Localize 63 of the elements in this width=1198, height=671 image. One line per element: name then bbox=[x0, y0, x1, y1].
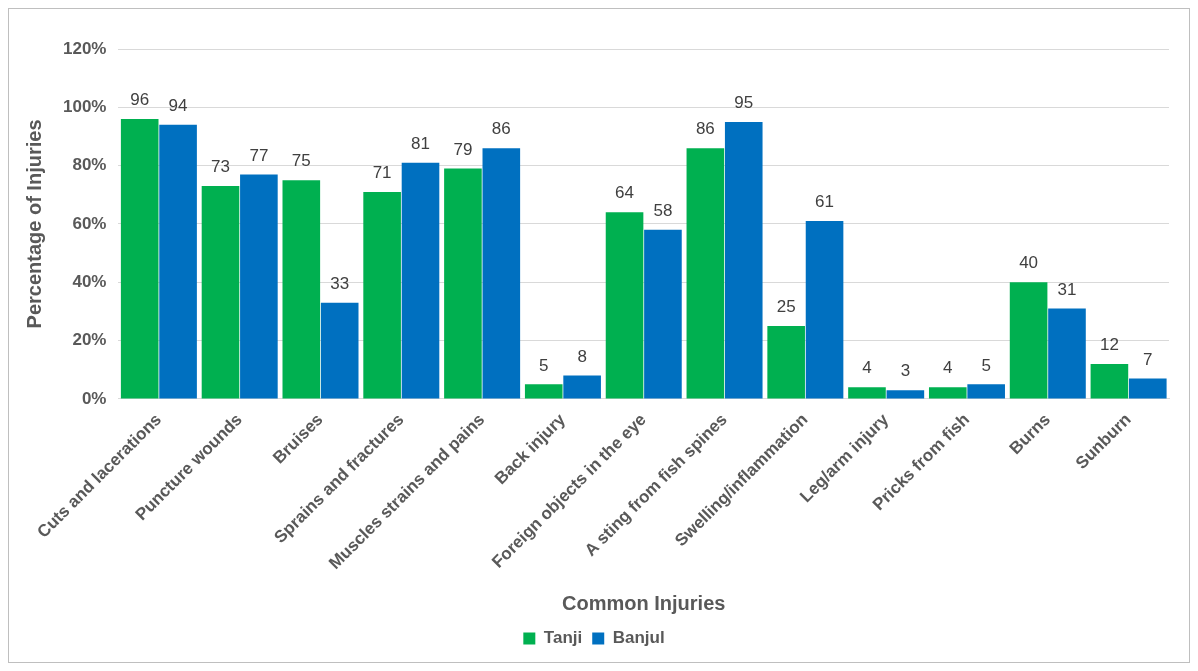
data-label: 4 bbox=[943, 358, 953, 378]
bar bbox=[482, 148, 521, 399]
data-label: 58 bbox=[653, 200, 673, 220]
data-label: 12 bbox=[1099, 335, 1119, 355]
data-label: 81 bbox=[411, 133, 430, 153]
bar bbox=[1009, 282, 1048, 399]
y-tick-label: 120% bbox=[63, 38, 107, 58]
data-label: 7 bbox=[1143, 349, 1153, 369]
data-label: 73 bbox=[211, 157, 230, 177]
data-label: 4 bbox=[862, 358, 872, 378]
legend-label: Tanji bbox=[543, 628, 583, 648]
y-tick-label: 100% bbox=[63, 97, 107, 117]
bar bbox=[1128, 378, 1167, 399]
data-label: 79 bbox=[453, 139, 473, 159]
bar bbox=[363, 191, 401, 399]
data-label: 5 bbox=[539, 355, 549, 375]
data-label: 25 bbox=[776, 297, 796, 317]
data-label: 71 bbox=[372, 163, 392, 183]
bar bbox=[967, 384, 1005, 399]
y-tick-label: 0% bbox=[81, 388, 107, 408]
y-tick-label: 60% bbox=[72, 213, 107, 233]
data-label: 86 bbox=[491, 119, 511, 139]
y-tick-label: 20% bbox=[72, 330, 107, 350]
data-label: 64 bbox=[615, 183, 635, 203]
bar bbox=[605, 212, 644, 399]
data-label: 96 bbox=[130, 90, 150, 110]
bar bbox=[848, 387, 886, 399]
bar bbox=[240, 174, 278, 399]
data-label: 33 bbox=[330, 273, 350, 293]
data-label: 40 bbox=[1019, 253, 1039, 273]
data-label: 8 bbox=[577, 346, 587, 366]
bar bbox=[120, 118, 159, 399]
x-axis-title: Common Injuries bbox=[562, 591, 726, 614]
data-label: 3 bbox=[900, 361, 911, 381]
bar bbox=[282, 180, 321, 399]
bar bbox=[563, 375, 601, 399]
bar bbox=[644, 229, 682, 399]
bar bbox=[724, 121, 763, 399]
data-label: 75 bbox=[291, 151, 311, 171]
data-label: 31 bbox=[1057, 279, 1077, 299]
bar bbox=[686, 148, 725, 399]
bar bbox=[1090, 363, 1129, 399]
bar bbox=[886, 390, 925, 399]
data-label: 95 bbox=[734, 93, 754, 113]
y-axis-title: Percentage of Injuries bbox=[22, 119, 45, 329]
bar bbox=[444, 168, 482, 399]
bar bbox=[928, 387, 967, 399]
data-label: 86 bbox=[695, 119, 715, 139]
bar bbox=[805, 221, 844, 399]
bar bbox=[767, 326, 805, 399]
bar bbox=[401, 162, 440, 399]
legend-label: Banjul bbox=[612, 628, 665, 648]
bar bbox=[524, 384, 563, 399]
bar bbox=[201, 186, 240, 399]
data-label: 61 bbox=[815, 192, 835, 212]
data-label: 5 bbox=[981, 355, 991, 375]
bar bbox=[1048, 308, 1086, 399]
bar bbox=[159, 124, 197, 399]
y-tick-label: 40% bbox=[72, 271, 107, 291]
data-label: 94 bbox=[168, 96, 188, 116]
y-tick-label: 80% bbox=[72, 155, 107, 175]
data-label: 77 bbox=[249, 145, 269, 165]
bar bbox=[320, 302, 359, 399]
